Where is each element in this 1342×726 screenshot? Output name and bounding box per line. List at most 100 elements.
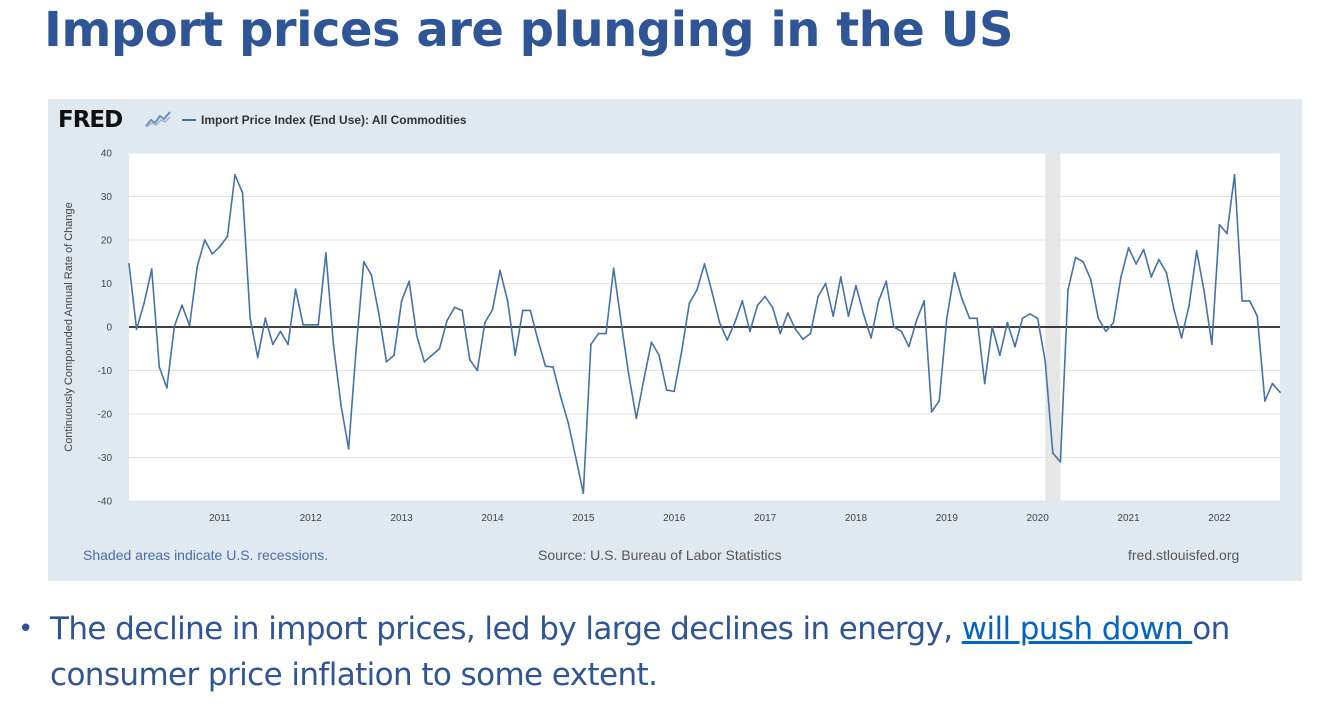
data-point-2022-02 bbox=[1226, 232, 1228, 235]
data-point-2018-07 bbox=[900, 330, 903, 333]
data-point-2019-07 bbox=[991, 326, 994, 328]
data-point-2020-10 bbox=[1104, 330, 1107, 333]
data-point-2020-12 bbox=[1120, 276, 1122, 278]
bullet-text-before: The decline in import prices, led by lar… bbox=[50, 611, 962, 647]
data-point-2010-02 bbox=[135, 328, 138, 331]
data-point-2011-01 bbox=[218, 245, 221, 248]
data-point-2014-12 bbox=[574, 456, 577, 459]
x-tick-label: 2011 bbox=[209, 513, 231, 524]
slide-title: Import prices are plunging in the US bbox=[44, 2, 1014, 58]
data-point-2017-08 bbox=[817, 295, 819, 298]
bullet-marker: • bbox=[18, 614, 33, 644]
data-point-2014-04 bbox=[514, 354, 517, 357]
data-point-2012-12 bbox=[393, 354, 395, 357]
data-point-2013-07 bbox=[446, 319, 448, 322]
data-point-2018-03 bbox=[870, 336, 872, 339]
data-point-2019-08 bbox=[998, 354, 1001, 357]
data-point-2021-08 bbox=[1180, 336, 1183, 339]
data-point-2012-04 bbox=[332, 343, 335, 346]
data-point-2019-11 bbox=[1021, 317, 1024, 320]
data-point-2020-09 bbox=[1097, 317, 1100, 320]
x-tick-label: 2016 bbox=[663, 513, 686, 524]
data-point-2014-07 bbox=[537, 339, 539, 341]
fred-logo[interactable]: FRED bbox=[58, 107, 123, 133]
data-point-2017-06 bbox=[802, 338, 804, 341]
data-point-2017-05 bbox=[794, 328, 797, 331]
data-point-2020-01 bbox=[1036, 317, 1039, 320]
data-point-2018-02 bbox=[862, 313, 865, 315]
data-point-2016-07 bbox=[718, 321, 721, 324]
data-point-2012-10 bbox=[377, 313, 380, 315]
data-point-2021-11 bbox=[1203, 291, 1206, 294]
data-point-2022-09 bbox=[1279, 391, 1281, 394]
data-point-2014-03 bbox=[506, 300, 509, 302]
data-point-2016-10 bbox=[741, 300, 744, 302]
data-point-2011-08 bbox=[271, 343, 274, 346]
data-point-2022-08 bbox=[1271, 382, 1274, 385]
data-point-2011-09 bbox=[279, 330, 282, 333]
data-point-2019-05 bbox=[976, 317, 979, 320]
data-point-2012-08 bbox=[362, 260, 365, 263]
data-point-2014-09 bbox=[552, 366, 554, 368]
fred-url[interactable]: fred.stlouisfed.org bbox=[1128, 547, 1240, 563]
data-point-2011-12 bbox=[302, 323, 305, 326]
x-tick-label: 2021 bbox=[1117, 513, 1140, 524]
data-point-2019-12 bbox=[1029, 313, 1032, 315]
y-tick-label: 10 bbox=[101, 279, 113, 290]
x-tick-label: 2012 bbox=[300, 513, 323, 524]
data-point-2010-01 bbox=[128, 263, 130, 265]
data-point-2017-02 bbox=[771, 306, 774, 309]
data-point-2019-02 bbox=[953, 271, 956, 274]
data-point-2013-10 bbox=[468, 358, 471, 361]
data-point-2015-03 bbox=[597, 332, 600, 335]
data-point-2022-01 bbox=[1218, 223, 1221, 226]
data-point-2022-05 bbox=[1248, 300, 1251, 302]
data-point-2016-01 bbox=[673, 390, 676, 393]
x-tick-label: 2017 bbox=[754, 513, 777, 524]
data-point-2020-04 bbox=[1059, 460, 1062, 463]
fred-graph-panel: FRED Import Price Index (End Use): All C… bbox=[48, 99, 1302, 581]
data-point-2019-09 bbox=[1006, 321, 1009, 324]
data-point-2021-12 bbox=[1210, 343, 1213, 346]
data-point-2013-08 bbox=[453, 306, 456, 309]
data-point-2016-04 bbox=[696, 289, 698, 291]
x-tick-label: 2020 bbox=[1027, 513, 1050, 524]
data-point-2021-05 bbox=[1157, 258, 1160, 261]
data-point-2015-04 bbox=[605, 332, 607, 335]
will-push-down-link[interactable]: will push down bbox=[961, 611, 1193, 647]
data-point-2015-09 bbox=[643, 378, 645, 381]
y-tick-label: -30 bbox=[98, 453, 113, 464]
data-point-2011-04 bbox=[241, 192, 244, 194]
data-point-2015-01 bbox=[582, 492, 585, 495]
data-point-2016-02 bbox=[680, 350, 683, 352]
bullet-text: The decline in import prices, led by lar… bbox=[50, 606, 1338, 698]
legend-line-swatch bbox=[182, 118, 196, 121]
data-point-2016-05 bbox=[703, 263, 706, 265]
data-point-2021-07 bbox=[1173, 308, 1175, 311]
data-point-2016-08 bbox=[726, 339, 729, 341]
data-point-2020-07 bbox=[1082, 260, 1085, 263]
data-point-2010-10 bbox=[196, 266, 199, 268]
data-point-2021-02 bbox=[1135, 263, 1138, 265]
data-point-2022-04 bbox=[1241, 300, 1244, 302]
data-point-2011-06 bbox=[256, 356, 259, 359]
data-point-2022-03 bbox=[1233, 173, 1236, 176]
data-point-2013-06 bbox=[438, 347, 441, 350]
y-tick-label: 40 bbox=[101, 149, 113, 160]
data-point-2020-06 bbox=[1074, 256, 1077, 259]
data-point-2012-07 bbox=[355, 347, 358, 350]
data-point-2013-02 bbox=[408, 280, 411, 283]
recession-note: Shaded areas indicate U.S. recessions. bbox=[83, 547, 329, 563]
data-point-2014-01 bbox=[491, 308, 494, 311]
data-points-group bbox=[128, 173, 1281, 495]
bullet-text-after: on consumer price inflation to some exte… bbox=[50, 611, 1230, 693]
data-point-2018-01 bbox=[855, 284, 857, 287]
data-point-2016-12 bbox=[756, 304, 759, 307]
data-point-2011-10 bbox=[287, 343, 289, 346]
data-point-2016-11 bbox=[749, 330, 751, 333]
data-point-2017-12 bbox=[847, 315, 850, 318]
data-point-2010-05 bbox=[158, 366, 161, 368]
data-point-2019-03 bbox=[961, 297, 963, 300]
data-point-2016-09 bbox=[733, 321, 736, 324]
data-point-2017-01 bbox=[764, 295, 766, 298]
